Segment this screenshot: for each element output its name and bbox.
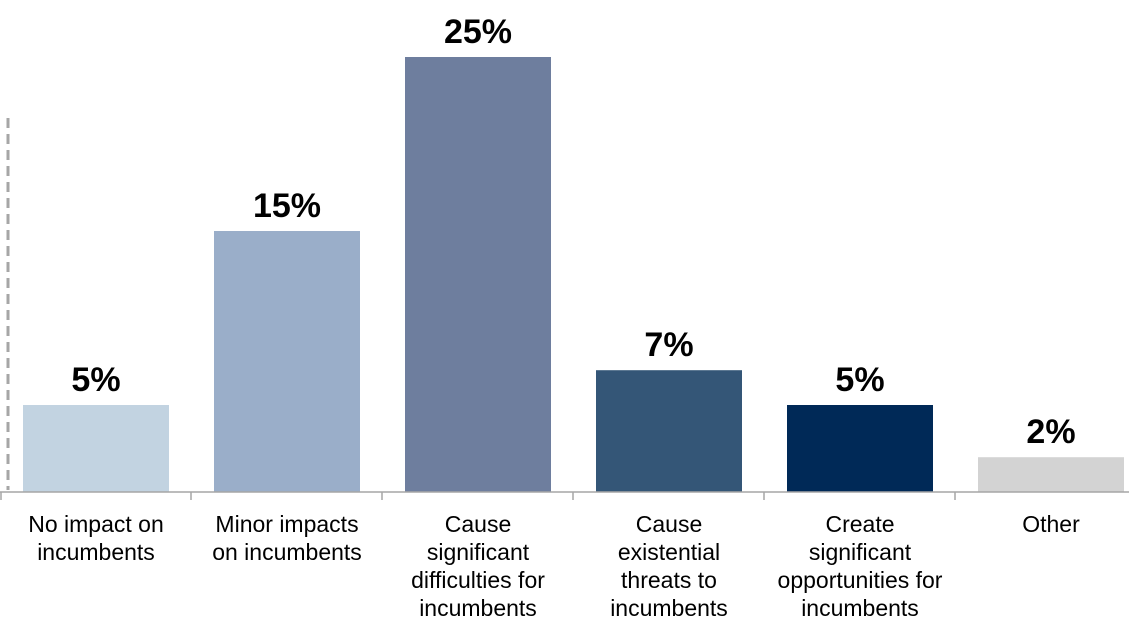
category-label-line: on incumbents [212, 539, 362, 565]
category-label-line: Cause [636, 511, 702, 537]
bar-3 [405, 57, 551, 492]
value-label-2: 15% [253, 187, 321, 225]
bars-group [23, 57, 1124, 492]
category-label-line: incumbents [37, 539, 155, 565]
category-label-line: difficulties for [411, 567, 545, 593]
category-label-line: incumbents [610, 595, 728, 621]
bar-1 [23, 405, 169, 492]
category-label-2: Minor impacts on incumbents [212, 511, 362, 565]
category-label-line: opportunities for [778, 567, 943, 593]
category-label-line: significant [809, 539, 912, 565]
category-label-line: threats to [621, 567, 717, 593]
bar-4 [596, 370, 742, 492]
category-label-line: Cause [445, 511, 511, 537]
category-label-line: existential [618, 539, 720, 565]
category-label-line: Create [825, 511, 894, 537]
category-label-4: Cause existential threats to incumbents [610, 511, 728, 621]
category-label-line: significant [427, 539, 530, 565]
value-label-4: 7% [644, 326, 693, 364]
category-label-line: No impact on [28, 511, 164, 537]
bar-5 [787, 405, 933, 492]
value-label-1: 5% [71, 361, 120, 399]
bar-6 [978, 457, 1124, 492]
value-labels-group: 5% 15% 25% 7% 5% 2% [71, 13, 1075, 451]
bar-2 [214, 231, 360, 492]
category-label-5: Create significant opportunities for incumb… [778, 511, 943, 621]
category-label-3: Cause significant difficulties for incumben… [411, 511, 545, 621]
value-label-6: 2% [1026, 413, 1075, 451]
category-label-line: incumbents [419, 595, 537, 621]
category-label-6: Other [1022, 511, 1080, 537]
category-label-line: Minor impacts [215, 511, 358, 537]
value-label-3: 25% [444, 13, 512, 51]
x-axis-ticks [0, 492, 956, 500]
category-label-line: Other [1022, 511, 1080, 537]
value-label-5: 5% [835, 361, 884, 399]
category-label-1: No impact on incumbents [28, 511, 164, 565]
category-label-line: incumbents [801, 595, 919, 621]
